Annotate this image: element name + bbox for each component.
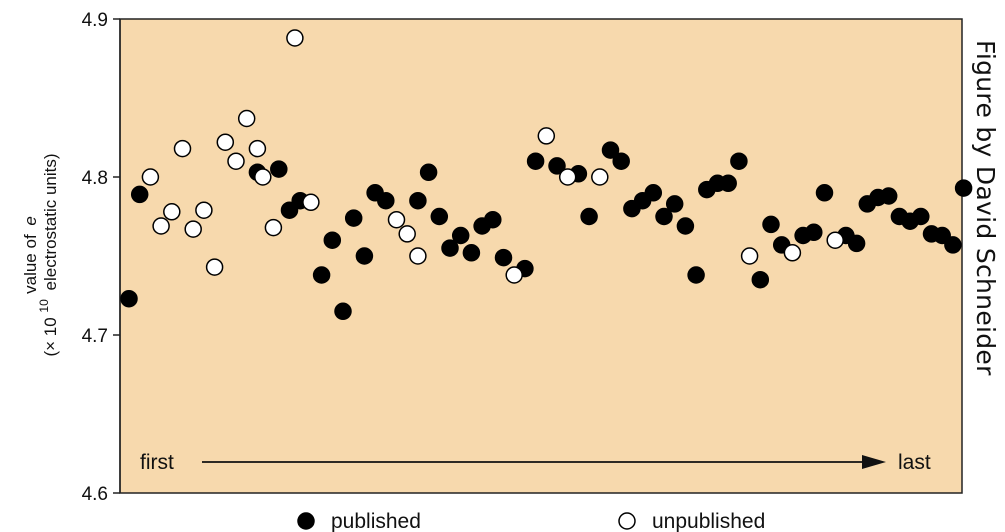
- svg-text:value of e: value of e: [21, 216, 40, 294]
- published-point: [484, 210, 502, 229]
- published-point: [526, 152, 545, 170]
- ylabel-line1: value of: [21, 234, 40, 294]
- published-point: [270, 160, 288, 178]
- published-point: [120, 289, 138, 308]
- ylabel-symbol: e: [21, 216, 40, 225]
- published-point: [805, 223, 823, 242]
- unpublished-point: [398, 225, 416, 243]
- published-point: [312, 266, 331, 284]
- unpublished-point: [248, 139, 267, 158]
- published-point: [847, 234, 866, 253]
- unpublished-point: [286, 29, 304, 47]
- legend-published-marker: [297, 512, 315, 530]
- plot-area: [119, 18, 963, 494]
- published-point: [944, 236, 962, 254]
- unpublished-point: [505, 266, 523, 284]
- published-point: [494, 248, 513, 267]
- unpublished-point: [152, 217, 170, 235]
- published-point: [580, 207, 598, 226]
- published-point: [377, 191, 395, 210]
- published-point: [912, 207, 930, 226]
- unpublished-point: [205, 258, 224, 276]
- unpublished-point: [591, 168, 609, 186]
- legend-published-label: published: [331, 510, 421, 532]
- legend-unpublished-marker: [618, 512, 636, 530]
- published-point: [612, 152, 630, 170]
- published-point: [334, 302, 352, 321]
- published-point: [644, 184, 663, 202]
- unpublished-point: [387, 210, 406, 229]
- published-point: [954, 179, 973, 197]
- x-start-label: first: [140, 451, 174, 474]
- y-tick-label: 4.8: [82, 168, 108, 189]
- published-point: [665, 195, 684, 213]
- published-point: [751, 270, 770, 289]
- published-point: [462, 244, 481, 262]
- ylabel-suffix: electrostatic units): [41, 153, 60, 290]
- y-axis: 4.9 4.8 4.7 4.6: [82, 10, 121, 505]
- published-point: [419, 163, 438, 182]
- unpublished-point: [537, 127, 556, 145]
- unpublished-point: [264, 218, 283, 237]
- legend: published unpublished: [297, 510, 765, 532]
- published-point: [323, 231, 342, 249]
- published-point: [451, 226, 470, 245]
- unpublished-point: [826, 231, 844, 249]
- x-axis-arrow: first last: [140, 451, 931, 474]
- published-point: [719, 174, 737, 193]
- arrow-head: [862, 455, 886, 469]
- published-point: [879, 187, 898, 205]
- published-point: [730, 152, 748, 170]
- published-point: [355, 247, 374, 265]
- published-point: [601, 141, 620, 159]
- svg-text:(× 10 10 electrost: (× 10 10 electrostatic units): [33, 153, 60, 356]
- unpublished-point: [237, 109, 256, 128]
- figure-credit: Figure by David Schneider: [971, 40, 1000, 376]
- unpublished-point: [227, 152, 245, 170]
- published-point: [548, 157, 566, 175]
- y-tick-label: 4.9: [82, 10, 108, 31]
- unpublished-point: [409, 247, 427, 265]
- published-point: [430, 207, 449, 226]
- unpublished-point: [163, 203, 181, 221]
- unpublished-point: [740, 247, 759, 265]
- x-end-label: last: [898, 451, 931, 474]
- published-point: [687, 266, 705, 284]
- unpublished-point: [558, 168, 577, 186]
- y-axis-label: value of e (× 10 10 electrostatic units): [21, 153, 60, 356]
- unpublished-point: [302, 193, 320, 212]
- unpublished-point: [783, 244, 802, 262]
- unpublished-point: [173, 139, 192, 158]
- legend-unpublished-label: unpublished: [652, 510, 765, 532]
- ylabel-prefix: (× 10: [41, 317, 60, 356]
- data-points: [120, 29, 973, 321]
- ylabel-exponent: 10: [37, 299, 51, 313]
- unpublished-point: [141, 168, 160, 186]
- unpublished-point: [254, 168, 272, 186]
- y-tick-label: 4.6: [82, 484, 108, 505]
- published-point: [441, 239, 459, 257]
- y-tick-label: 4.7: [82, 326, 108, 347]
- published-point: [655, 207, 673, 226]
- published-point: [344, 209, 363, 227]
- published-point: [676, 217, 695, 235]
- published-point: [409, 191, 427, 210]
- published-point: [815, 184, 834, 202]
- unpublished-point: [184, 220, 202, 238]
- published-point: [130, 185, 149, 204]
- unpublished-point: [195, 201, 213, 219]
- unpublished-point: [216, 133, 235, 151]
- published-point: [762, 215, 780, 234]
